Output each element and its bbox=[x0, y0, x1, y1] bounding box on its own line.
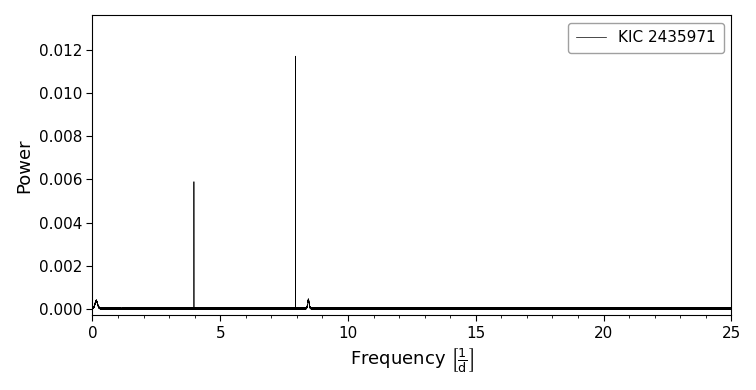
KIC 2435971 bbox=[696, 306, 705, 311]
KIC 2435971 bbox=[495, 307, 504, 311]
KIC 2435971 bbox=[103, 307, 112, 311]
KIC 2435971 bbox=[291, 54, 300, 58]
Legend: KIC 2435971: KIC 2435971 bbox=[568, 23, 723, 53]
KIC 2435971 bbox=[727, 307, 736, 311]
Y-axis label: Power: Power bbox=[15, 138, 33, 193]
X-axis label: Frequency $\left[\frac{1}{\mathrm{d}}\right]$: Frequency $\left[\frac{1}{\mathrm{d}}\ri… bbox=[350, 346, 474, 375]
KIC 2435971 bbox=[166, 306, 175, 311]
KIC 2435971 bbox=[88, 306, 97, 311]
KIC 2435971 bbox=[425, 307, 434, 311]
KIC 2435971 bbox=[627, 307, 636, 311]
Line: KIC 2435971: KIC 2435971 bbox=[92, 56, 731, 309]
KIC 2435971 bbox=[667, 306, 676, 311]
